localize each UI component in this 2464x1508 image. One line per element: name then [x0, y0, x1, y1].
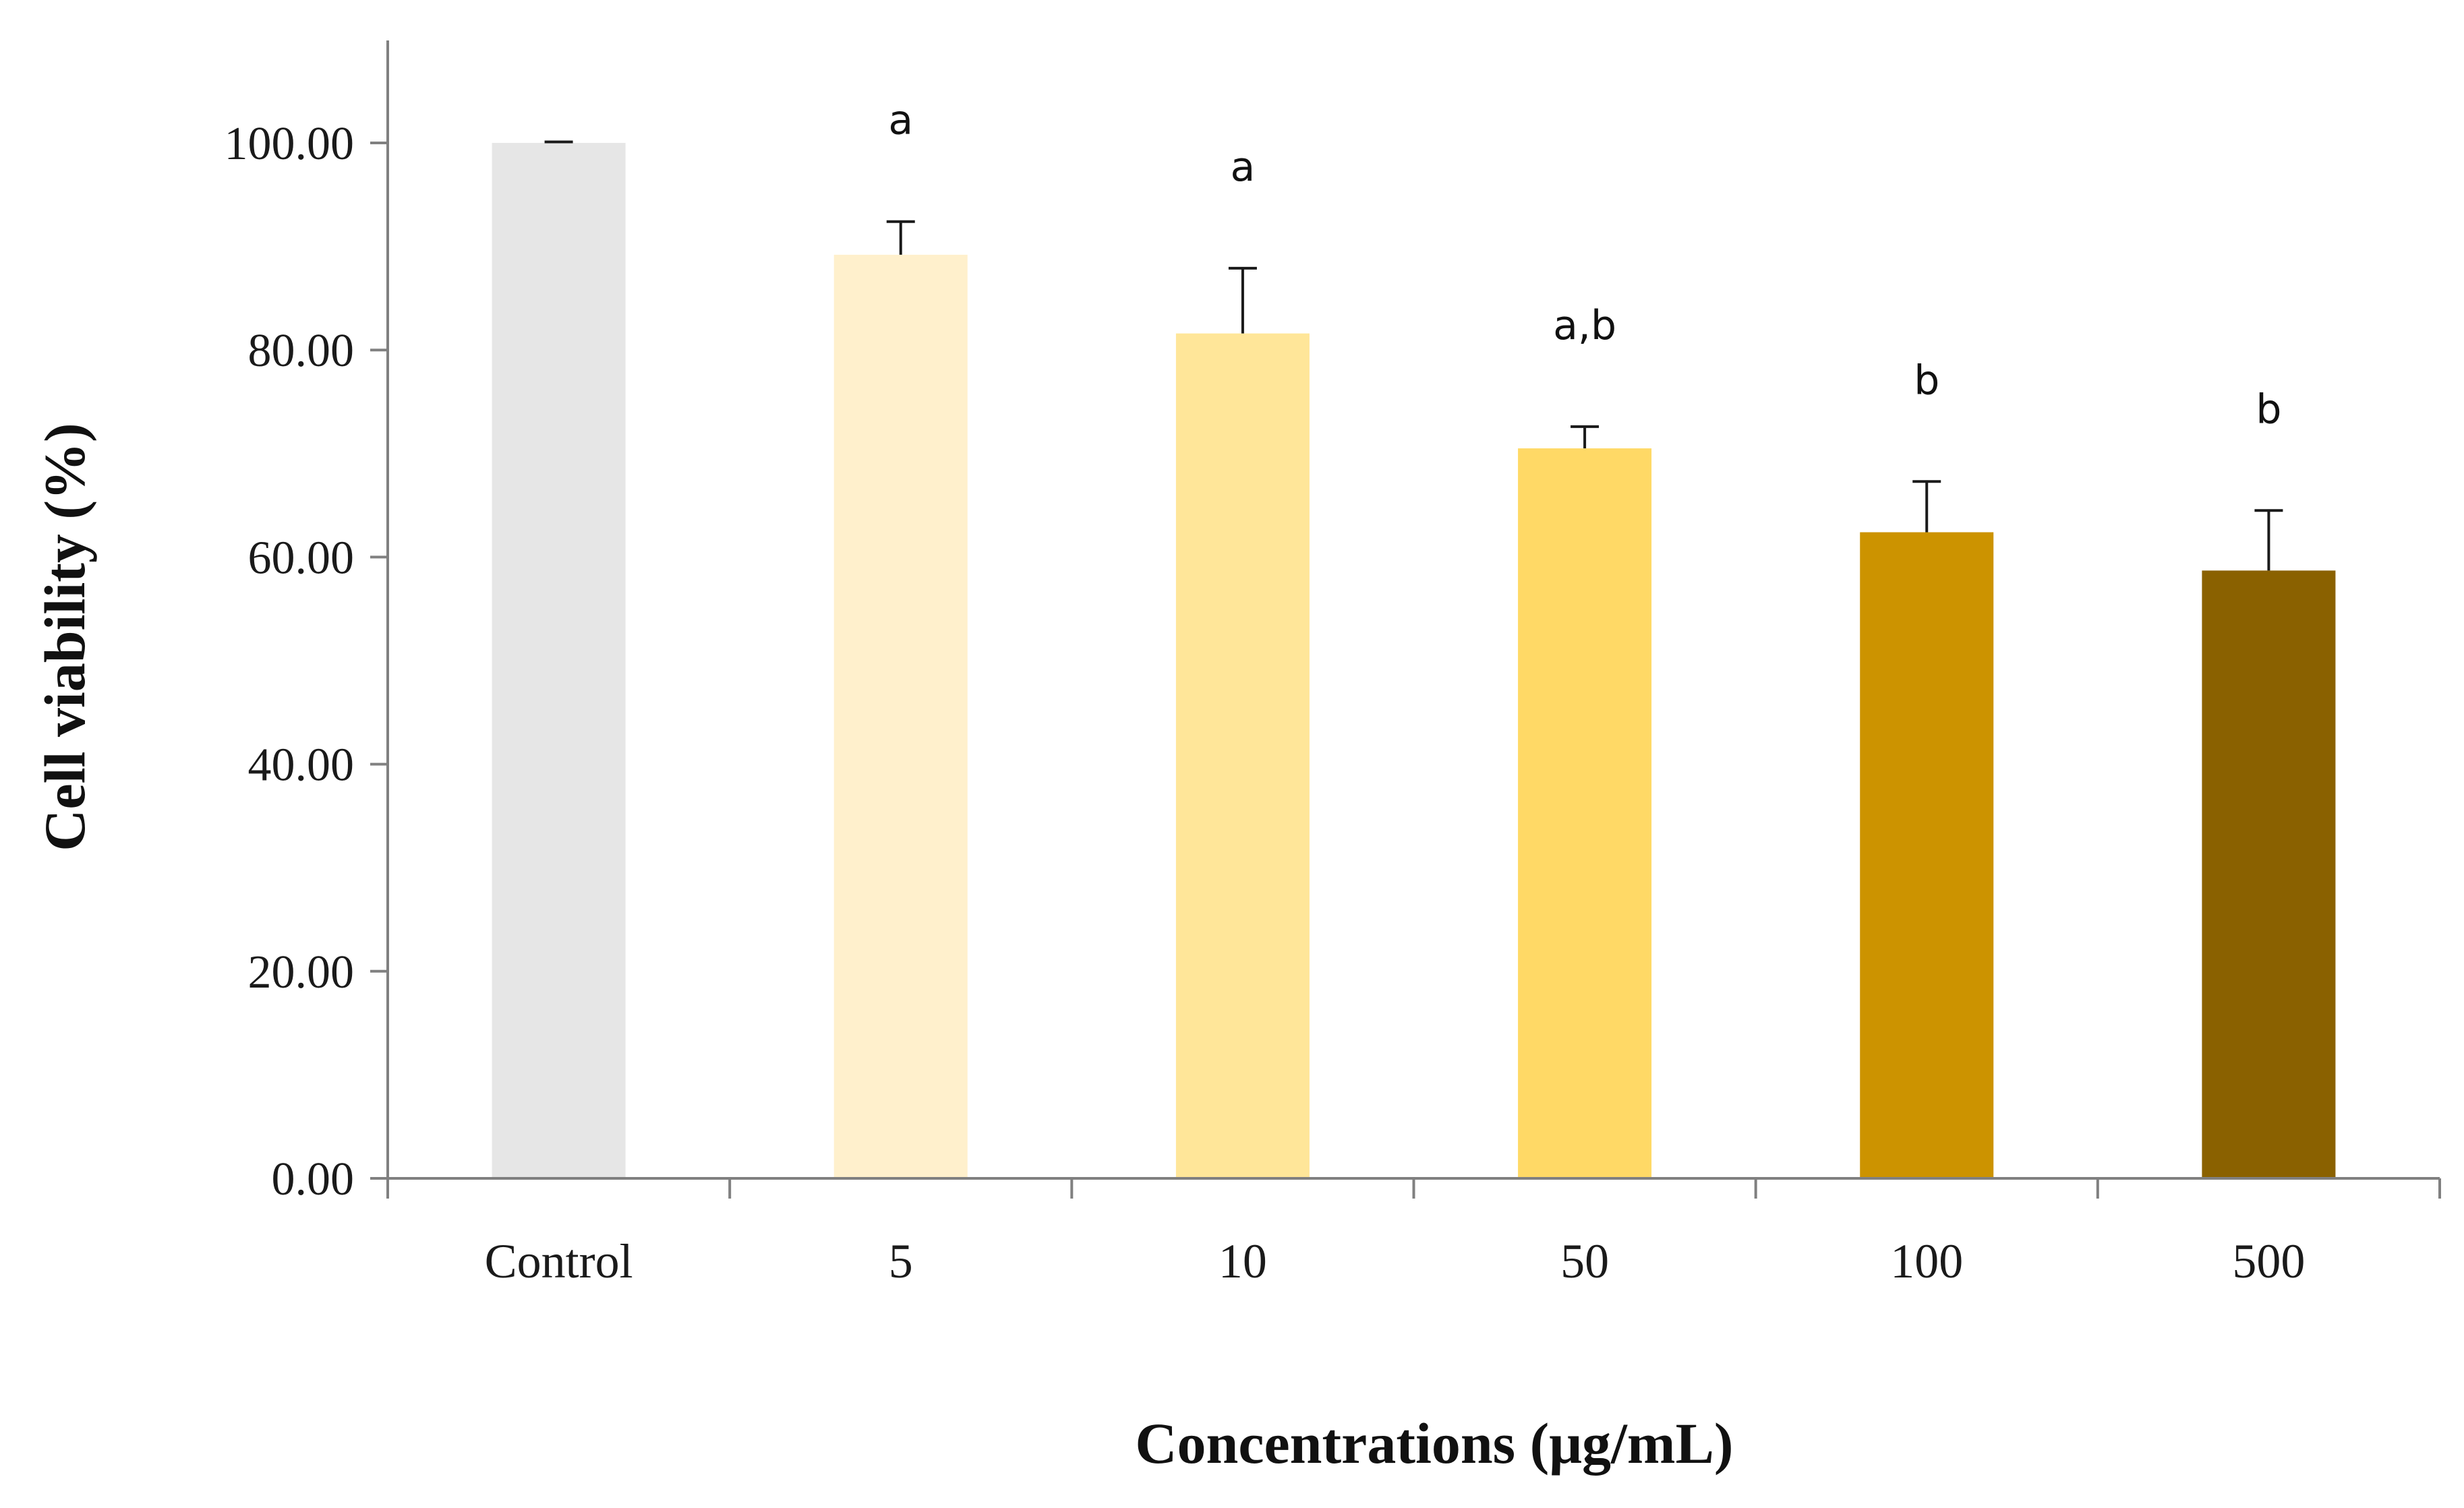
significance-labels-group: a a a,b b b [888, 97, 2281, 433]
significance-label: b [2256, 386, 2281, 433]
bars-group [492, 143, 2336, 1179]
bar-500 [2202, 570, 2336, 1178]
y-tick-label: 20.00 [248, 946, 355, 998]
y-tick-label: 40.00 [248, 740, 355, 791]
bar-5 [833, 254, 968, 1179]
axes-group [370, 40, 2441, 1199]
bar-50 [1518, 448, 1652, 1178]
x-tick-label: 500 [2232, 1234, 2305, 1288]
x-tick-label: 5 [889, 1234, 913, 1288]
x-tick-label: 100 [1890, 1234, 1963, 1288]
y-tick-label: 80.00 [248, 325, 355, 377]
y-axis-title: Cell viability (%) [32, 423, 97, 851]
significance-label: b [1914, 357, 1939, 404]
x-tick-label: 10 [1219, 1234, 1267, 1288]
x-axis-title: Concentrations (μg/mL) [1135, 1411, 1733, 1476]
significance-label: a [888, 97, 913, 144]
y-tick-labels-group: 0.00 20.00 40.00 60.00 80.00 100.00 [225, 118, 355, 1205]
bar-control [492, 143, 626, 1178]
error-bars-group [544, 140, 2283, 571]
x-tick-label: Control [485, 1234, 633, 1288]
bar-10 [1175, 333, 1310, 1178]
x-tick-label: 50 [1560, 1234, 1609, 1288]
bar-100 [1860, 532, 1994, 1178]
significance-label: a [1231, 144, 1256, 191]
significance-label: a,b [1553, 302, 1616, 349]
y-tick-label: 60.00 [248, 532, 355, 584]
y-tick-label: 0.00 [272, 1153, 355, 1205]
y-tick-label: 100.00 [225, 118, 355, 170]
x-category-labels-group: Control 5 10 50 100 500 [485, 1234, 2306, 1288]
